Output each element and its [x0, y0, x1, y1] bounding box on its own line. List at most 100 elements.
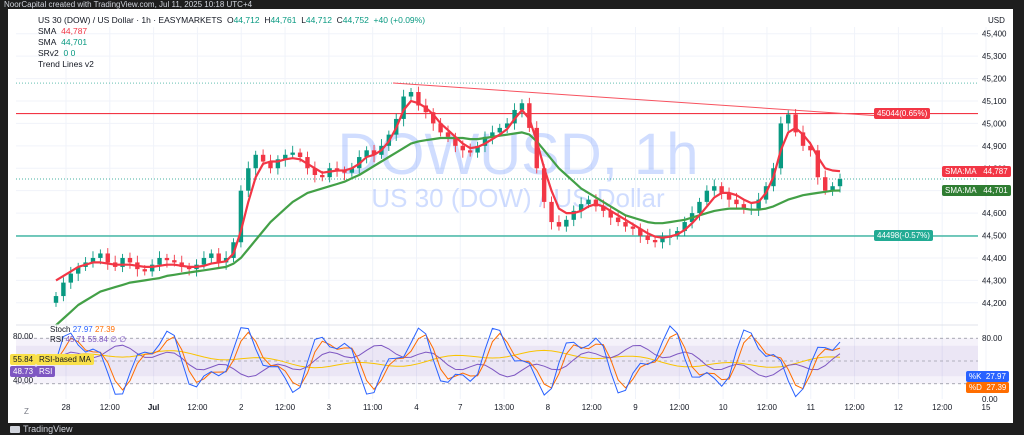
candle-body [283, 154, 288, 160]
indicator-srv2[interactable]: SRv2 0 0 [38, 48, 76, 58]
y-tick-label: 44,500 [982, 232, 1007, 241]
x-tick-label: 3 [327, 403, 332, 412]
stoch-label: Stoch [50, 325, 71, 334]
symbol-line[interactable]: US 30 (DOW) / US Dollar · 1h · EASYMARKE… [38, 15, 223, 25]
candle-body [564, 219, 569, 227]
trend-line [392, 82, 909, 119]
x-tick-label: 12:00 [187, 403, 208, 412]
resistance-price-label: 45044(0.65%) [874, 108, 931, 120]
x-tick-label: 12:00 [100, 403, 121, 412]
rsi-name-label: RSI [36, 366, 56, 377]
high-value: 44,761 [270, 15, 297, 25]
candle-body [571, 210, 576, 220]
rsi-value-label: 48.73 [10, 366, 37, 377]
candle-body [623, 222, 628, 227]
candle-body [497, 127, 502, 133]
y-tick-label: 45,200 [982, 75, 1007, 84]
candle-body [645, 235, 650, 241]
candle-body [290, 152, 295, 155]
x-tick-label: 12:00 [275, 403, 296, 412]
x-tick-label: 8 [546, 403, 551, 412]
candle-body [416, 92, 421, 106]
symbol-row[interactable]: US 30 (DOW) / US Dollar · 1h · EASYMARKE… [38, 15, 425, 26]
close-value: 44,752 [342, 15, 369, 25]
open-value: 44,712 [233, 15, 260, 25]
indicator-trend-lines[interactable]: Trend Lines v2 [38, 59, 94, 69]
candle-body [172, 260, 177, 263]
ohlc-values: O44,712 H44,761 L44,712 C44,752 +40 (+0.… [226, 15, 426, 25]
candle-body [98, 253, 103, 258]
candle-body [475, 145, 480, 153]
sma-fast-line [55, 99, 841, 282]
x-tick-label: 12:00 [932, 403, 953, 412]
x-tick-label: 12:00 [757, 403, 778, 412]
chart-frame[interactable]: 45,40045,30045,20045,10045,00044,90044,8… [8, 9, 1013, 423]
candle-body [756, 199, 761, 209]
x-tick-label: 12 [894, 403, 903, 412]
osc-y-tick: 0.00 [982, 395, 998, 404]
candle-body [201, 257, 207, 265]
candle-body [527, 103, 532, 128]
rsi-ma-value-label: 55.84 [10, 354, 37, 365]
x-tick-label: 12:00 [669, 403, 690, 412]
y-tick-label: 44,600 [982, 209, 1007, 218]
tradingview-icon [10, 426, 20, 434]
candle-body [660, 237, 665, 243]
candle-body [786, 114, 791, 124]
candle-body [408, 92, 414, 97]
osc-left-80: 80.00 [13, 332, 34, 341]
sma-fast-price-label: SMA:MA 44,787 [942, 165, 1011, 177]
x-tick-label: 13:00 [494, 403, 515, 412]
x-tick-label: 4 [414, 403, 419, 412]
chart-canvas[interactable]: 45,40045,30045,20045,10045,00044,90044,8… [8, 9, 1013, 423]
candle-body [467, 150, 473, 153]
chart-legend: US 30 (DOW) / US Dollar · 1h · EASYMARKE… [38, 15, 425, 70]
candle-body [638, 228, 643, 236]
candle-body [253, 154, 258, 169]
candle-body [445, 132, 451, 137]
candle-body [490, 132, 495, 137]
candle-body [586, 199, 591, 205]
candle-body [704, 190, 710, 202]
candle-body [815, 150, 821, 178]
candle-body [334, 168, 340, 171]
candle-body [682, 222, 687, 232]
candle-body [837, 179, 843, 187]
y-tick-label: 45,300 [982, 52, 1007, 61]
range-z-button[interactable]: Z [24, 407, 29, 416]
candle-body [90, 257, 96, 263]
candle-body [186, 266, 192, 270]
osc-left-40: 40.00 [13, 376, 34, 385]
candle-body [238, 190, 244, 243]
candle-body [120, 257, 125, 267]
currency-label: USD [988, 16, 1005, 25]
candle-body [453, 136, 458, 146]
candle-body [371, 150, 377, 155]
candle-body [504, 123, 510, 128]
x-tick-label: 28 [62, 403, 71, 412]
x-tick-label: 9 [633, 403, 638, 412]
sma-slow-price-label: SMA:MA 44,701 [942, 184, 1011, 196]
candle-body [652, 240, 658, 243]
candle-body [534, 127, 539, 169]
y-tick-label: 45,000 [982, 119, 1007, 128]
candle-body [327, 168, 332, 178]
candle-body [726, 192, 732, 200]
rsi-ma-line [55, 349, 841, 369]
x-tick-label: 2 [239, 403, 244, 412]
candle-body [320, 174, 325, 178]
y-tick-label: 44,900 [982, 142, 1007, 151]
candle-body [830, 186, 835, 191]
candle-body [601, 206, 606, 211]
sma-slow-line [55, 131, 841, 327]
candle-body [578, 204, 584, 211]
candle-body [127, 257, 133, 263]
candle-body [512, 109, 517, 124]
candle-body [431, 112, 436, 124]
candle-body [312, 168, 318, 175]
candle-body [401, 96, 406, 119]
bottom-bar: TradingView [0, 423, 1024, 435]
indicator-sma-fast[interactable]: SMA 44,787 [38, 26, 88, 36]
indicator-sma-slow[interactable]: SMA 44,701 [38, 37, 88, 47]
candle-body [179, 262, 184, 267]
